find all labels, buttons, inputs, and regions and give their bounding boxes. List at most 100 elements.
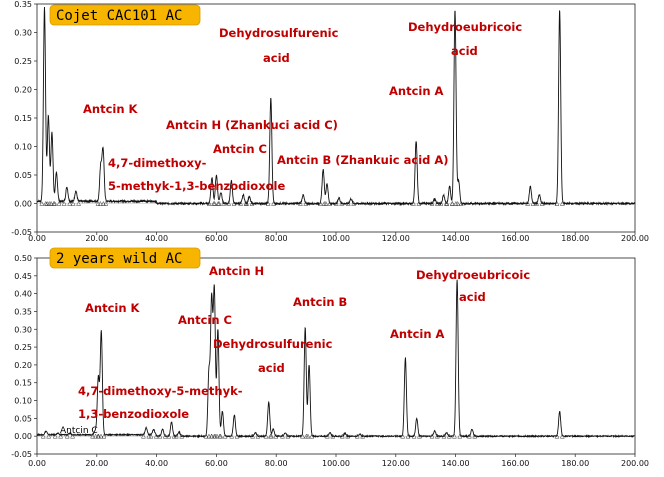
peak-marker	[56, 200, 62, 206]
chart-panel-cojet: -0.050.000.050.100.150.200.250.300.35 0.…	[11, 0, 649, 243]
y-tick-label: -0.05	[11, 450, 32, 459]
peak-marker	[98, 433, 104, 439]
peak-marker	[405, 433, 411, 439]
plot-area-border	[36, 3, 636, 233]
y-tick-label: 0.15	[14, 379, 32, 388]
x-tick-label: 180.00	[561, 234, 589, 243]
y-tick-label: 0.35	[14, 307, 32, 316]
peak-marker	[249, 200, 255, 206]
peak-marker	[209, 433, 215, 439]
y-tick-label: 0.50	[14, 254, 32, 263]
peak-marker	[229, 433, 235, 439]
peak-marker	[434, 200, 440, 206]
annotation-label: 1,3-benzodioxole	[78, 407, 189, 421]
annotation-label: Antcin H (Zhankuci acid C)	[166, 118, 338, 132]
peak-marker	[43, 200, 49, 206]
peak-marker	[416, 200, 422, 206]
peak-annotations: Antcin K 4,7-dimethoxy- 5-methyk-1,3-ben…	[83, 20, 522, 193]
plot-area-border	[36, 257, 636, 455]
peak-marker	[215, 200, 221, 206]
annotation-label: Antcin B	[293, 295, 347, 309]
peak-marker	[52, 433, 58, 439]
x-tick-label: 120.00	[382, 234, 410, 243]
x-tick-label: 160.00	[501, 234, 529, 243]
peak-marker	[95, 200, 101, 206]
y-tick-label: 0.45	[14, 272, 32, 281]
peak-marker	[46, 200, 52, 206]
annotation-label: acid	[451, 44, 478, 58]
annotation-label: Antcin C	[60, 426, 98, 436]
annotation-label: Antcin C	[213, 142, 267, 156]
peak-marker	[255, 433, 261, 439]
x-tick-label: 60.00	[205, 459, 228, 468]
peak-marker	[534, 200, 540, 206]
peak-marker	[339, 433, 345, 439]
peak-marker	[97, 200, 103, 206]
peak-marker	[234, 433, 240, 439]
x-tick-label: 40.00	[145, 459, 168, 468]
annotation-label: 5-methyk-1,3-benzodioxole	[108, 179, 285, 193]
peak-marker	[103, 200, 109, 206]
peak-marker	[458, 200, 464, 206]
peak-marker	[539, 200, 545, 206]
peak-marker	[141, 433, 146, 439]
peak-marker	[554, 200, 560, 206]
peak-marker	[211, 200, 217, 206]
peak-marker	[203, 433, 209, 439]
y-tick-label: 0.20	[14, 361, 32, 370]
annotation-label: 4,7-dimethoxy-5-methyk-	[78, 384, 243, 398]
y-tick-label: 0.25	[14, 57, 32, 66]
x-tick-label: 20.00	[85, 234, 108, 243]
x-tick-label: 180.00	[561, 459, 589, 468]
peak-marker	[354, 433, 360, 439]
peak-marker	[273, 433, 279, 439]
peak-marker	[446, 433, 452, 439]
x-axis-ticks: 0.00 20.00 40.00 60.00 80.00 100.00 120.00 140.…	[28, 454, 649, 468]
peak-integration-markers	[39, 200, 565, 206]
peak-marker	[58, 433, 64, 439]
chart-title-badge: Cojet CAC101 AC	[49, 4, 201, 26]
y-axis-ticks: -0.05 0.00 0.05 0.10 0.15 0.20 0.25 0.30 0.35 0.4…	[11, 254, 37, 459]
peak-marker	[70, 433, 75, 439]
annotation-label: Dehydroeubricoic	[408, 20, 522, 34]
peak-marker	[39, 200, 45, 206]
x-tick-label: 0.00	[28, 459, 46, 468]
peak-marker	[244, 200, 250, 206]
peak-marker	[330, 433, 336, 439]
peak-marker	[453, 200, 459, 206]
peak-marker	[250, 433, 255, 439]
peak-marker	[40, 433, 46, 439]
peak-marker	[153, 433, 159, 439]
peak-marker	[554, 433, 560, 439]
annotation-label: Antcin C	[178, 313, 232, 327]
peak-marker	[530, 200, 536, 206]
peak-marker	[345, 200, 351, 206]
peak-marker	[298, 200, 303, 206]
annotation-label: Dehydroeubricoic	[416, 268, 530, 282]
peak-marker	[173, 433, 179, 439]
y-tick-label: 0.10	[14, 397, 32, 406]
peak-marker	[96, 433, 101, 439]
peak-marker	[268, 433, 273, 439]
x-tick-label: 100.00	[322, 234, 350, 243]
peak-marker	[339, 200, 345, 206]
peak-marker	[309, 433, 315, 439]
chart-title: 2 years wild AC	[56, 251, 182, 267]
x-axis-ticks: 0.00 20.00 40.00 60.00 80.00 100.00 120.00 140.…	[28, 232, 649, 243]
x-tick-label: 60.00	[205, 234, 228, 243]
peak-annotations: Antcin K 4,7-dimethoxy-5-methyk- 1,3-ben…	[60, 264, 530, 436]
y-tick-label: 0.20	[14, 86, 32, 95]
peak-marker	[157, 433, 163, 439]
x-tick-label: 140.00	[442, 459, 470, 468]
x-tick-label: 80.00	[265, 459, 288, 468]
peak-marker	[429, 200, 435, 206]
y-tick-label: 0.30	[14, 325, 32, 334]
peak-marker	[101, 433, 107, 439]
peak-marker	[166, 433, 172, 439]
peak-marker	[212, 433, 218, 439]
peak-marker	[345, 433, 351, 439]
annotation-label: acid	[263, 51, 290, 65]
peak-marker	[238, 200, 244, 206]
peak-marker	[61, 200, 67, 206]
annotation-label: Antcin A	[389, 84, 444, 98]
